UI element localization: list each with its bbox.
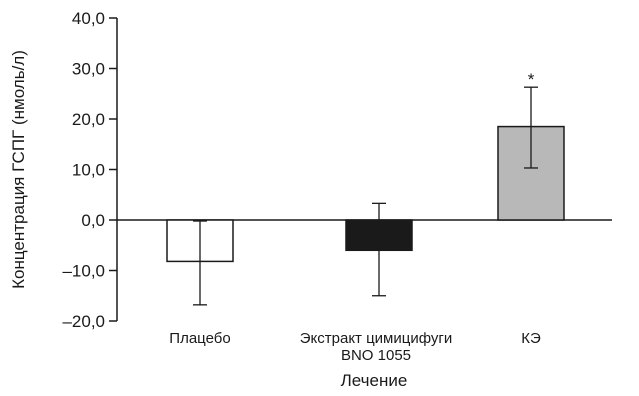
x-category-label: КЭ xyxy=(521,330,541,347)
bars xyxy=(166,86,565,306)
significance-marker: * xyxy=(528,70,535,89)
x-category-label: Экстракт цимицифуги xyxy=(300,330,453,347)
y-tick-label: 10,0 xyxy=(72,161,105,180)
x-category-label: Плацебо xyxy=(169,330,230,347)
y-axis-title: Концентрация ГСПГ (нмоль/л) xyxy=(9,50,28,289)
y-tick-label: 40,0 xyxy=(72,9,105,28)
y-tick-label: 30,0 xyxy=(72,60,105,79)
x-category-label: BNO 1055 xyxy=(341,347,411,364)
y-tick-label: –20,0 xyxy=(62,312,105,331)
y-tick-label: 20,0 xyxy=(72,110,105,129)
x-axis-title: Лечение xyxy=(341,371,408,390)
y-tick-label: 0,0 xyxy=(81,211,105,230)
labels: 40,0 30,0 20,0 10,0 0,0 –10,0 –20,0 Плацебо Экст… xyxy=(9,9,541,390)
y-tick-label: –10,0 xyxy=(62,262,105,281)
